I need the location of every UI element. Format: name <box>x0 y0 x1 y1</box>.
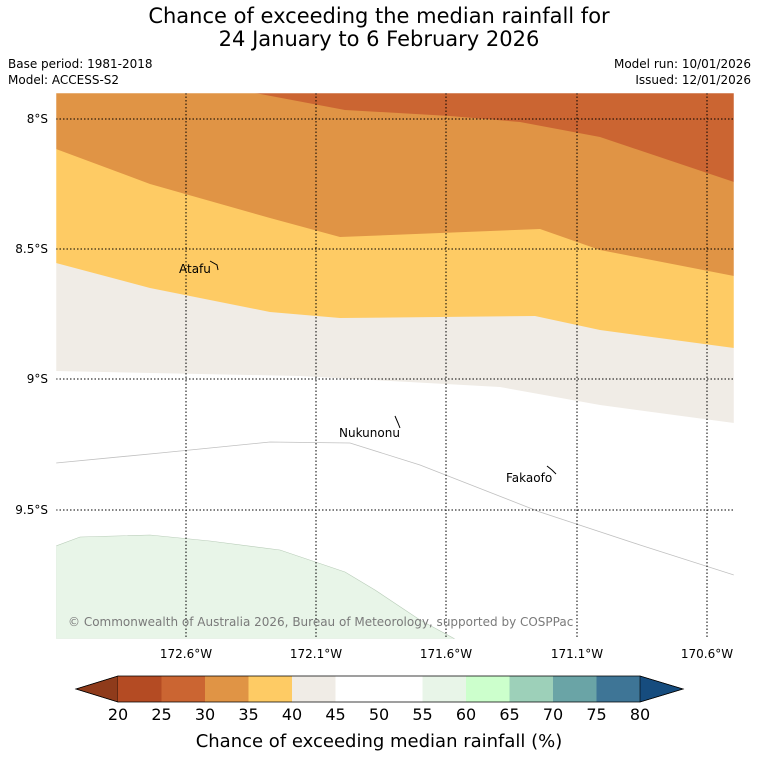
lon-label: 170.6°W <box>681 647 733 661</box>
colorbar-swatch <box>553 676 597 702</box>
colorbar-swatch <box>335 676 379 702</box>
colorbar-extend-high <box>639 675 685 703</box>
colorbar-swatch <box>292 676 336 702</box>
place-nukunonu: Nukunonu <box>339 426 400 440</box>
atoll-atafu-outline <box>209 260 219 271</box>
colorbar-tick: 35 <box>238 705 258 724</box>
atoll-nukunonu-outline <box>394 415 401 429</box>
title-line-2: 24 January to 6 February 2026 <box>218 27 540 51</box>
lat-axis: 8°S 8.5°S 9°S 9.5°S <box>15 112 48 517</box>
contour-line <box>56 441 734 576</box>
colorbar-swatch <box>422 676 466 702</box>
meta-right: Model run: 10/01/2026 Issued: 12/01/2026 <box>614 56 751 88</box>
lat-label: 9.5°S <box>15 503 48 517</box>
band-55-60 <box>56 534 456 639</box>
base-period: Base period: 1981-2018 <box>8 57 153 71</box>
colorbar-swatch <box>379 676 423 702</box>
map-frame <box>55 92 735 640</box>
colorbar-tick: 60 <box>456 705 476 724</box>
colorbar-tick: 40 <box>282 705 302 724</box>
colorbar-tick: 30 <box>195 705 215 724</box>
colorbar-outline <box>74 675 685 703</box>
lon-label: 171.6°W <box>420 647 472 661</box>
colorbar-tick: 55 <box>412 705 432 724</box>
colorbar-swatch <box>205 676 249 702</box>
colorbar-swatch <box>466 676 510 702</box>
colorbar-tick: 75 <box>586 705 606 724</box>
colorbar-tick: 20 <box>108 705 128 724</box>
colorbar-tick: 65 <box>499 705 519 724</box>
colorbar-swatch <box>161 676 205 702</box>
colorbar-tick: 45 <box>325 705 345 724</box>
place-fakaofo: Fakaofo <box>506 471 552 485</box>
colorbar-label: Chance of exceeding median rainfall (%) <box>196 731 563 752</box>
colorbar-swatch <box>248 676 292 702</box>
model-name: Model: ACCESS-S2 <box>8 73 120 87</box>
lat-label: 9°S <box>27 372 48 386</box>
lon-axis: 172.6°W 172.1°W 171.6°W 171.1°W 170.6°W <box>160 647 733 661</box>
copyright-notice: © Commonwealth of Australia 2026, Bureau… <box>68 615 573 629</box>
colorbar-swatch <box>596 676 640 702</box>
meta-left: Base period: 1981-2018 Model: ACCESS-S2 <box>8 56 153 88</box>
band-30-35 <box>56 93 734 276</box>
map-area: Atafu Nukunonu Fakaofo © Commonwealth of… <box>56 93 734 639</box>
colorbar-swatch <box>509 676 553 702</box>
colorbar: 20 25 30 35 40 45 50 55 60 65 70 75 80 C… <box>74 675 685 752</box>
atoll-fakaofo-outline <box>546 465 557 475</box>
band-25-30 <box>255 93 734 182</box>
colorbar-tick: 70 <box>543 705 563 724</box>
graticule <box>56 93 734 639</box>
issued-date: Issued: 12/01/2026 <box>635 73 751 87</box>
place-atafu: Atafu <box>179 262 211 276</box>
lon-label: 172.1°W <box>290 647 342 661</box>
colorbar-ticks: 20 25 30 35 40 45 50 55 60 65 70 75 80 <box>108 705 650 724</box>
lon-label: 172.6°W <box>160 647 212 661</box>
colorbar-swatch <box>118 676 162 702</box>
lat-label: 8°S <box>27 112 48 126</box>
lat-label: 8.5°S <box>15 242 48 256</box>
colorbar-tick: 80 <box>630 705 650 724</box>
title-line-1: Chance of exceeding the median rainfall … <box>148 4 610 28</box>
lon-label: 171.1°W <box>551 647 603 661</box>
colorbar-tick: 25 <box>151 705 171 724</box>
model-run: Model run: 10/01/2026 <box>613 57 751 71</box>
colorbar-tick: 50 <box>369 705 389 724</box>
map-title: Chance of exceeding the median rainfall … <box>0 5 758 51</box>
colorbar-extend-low <box>74 675 119 703</box>
